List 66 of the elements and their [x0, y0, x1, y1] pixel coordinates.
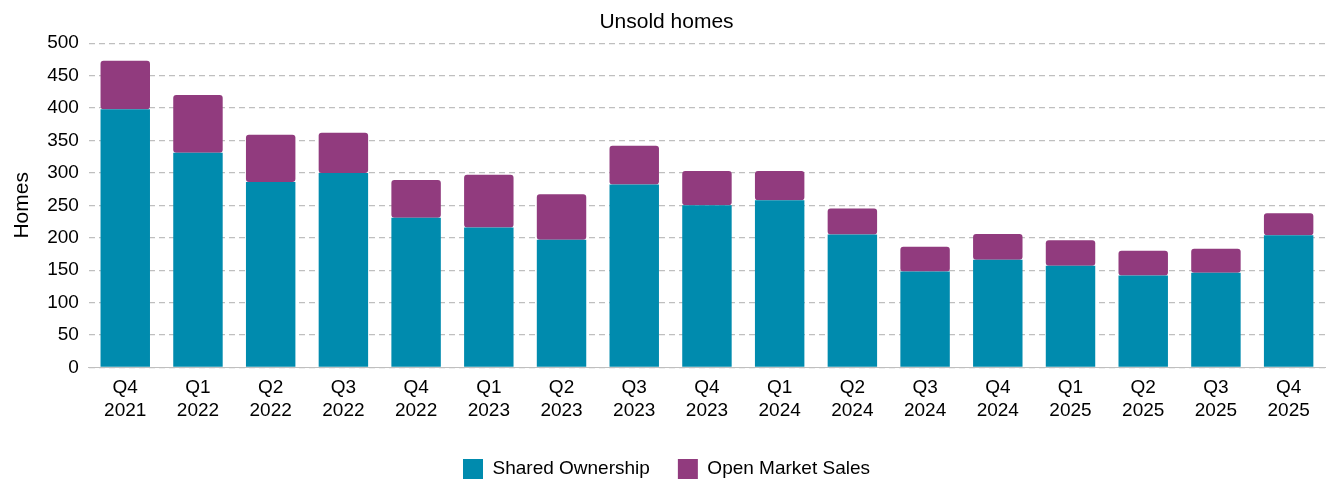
bar	[1263, 213, 1314, 236]
y-tick-label: 0	[68, 355, 79, 377]
x-tick-label: Q3 2025	[1194, 375, 1238, 421]
bar	[464, 174, 514, 228]
x-tick-label: Q2 2025	[1122, 375, 1165, 421]
bar	[1118, 250, 1168, 276]
legend-label: Shared Ownership	[492, 457, 650, 479]
y-axis-title: Homes	[9, 172, 33, 239]
bar	[900, 271, 950, 367]
bar	[100, 60, 150, 110]
bar	[464, 227, 514, 367]
bar	[536, 194, 587, 240]
bar	[900, 246, 950, 272]
bar	[682, 170, 732, 206]
bar	[245, 182, 296, 367]
bar	[609, 184, 659, 367]
bar	[609, 145, 659, 185]
bar	[318, 172, 369, 367]
bar	[1191, 272, 1241, 367]
y-tick-label: 450	[47, 63, 79, 85]
x-tick-label: Q4 2023	[685, 375, 729, 421]
x-tick-label: Q1 2025	[1049, 375, 1092, 421]
bar	[1118, 275, 1168, 367]
x-tick-label: Q2 2022	[249, 375, 292, 421]
x-tick-label: Q3 2022	[322, 375, 365, 421]
y-tick-label: 200	[47, 226, 79, 248]
bar	[173, 152, 223, 367]
y-tick-label: 50	[57, 323, 79, 345]
x-tick-label: Q4 2025	[1267, 375, 1310, 421]
x-tick-label: Q4 2022	[394, 375, 438, 421]
x-tick-label: Q3 2024	[903, 375, 947, 421]
y-tick-label: 300	[47, 161, 79, 183]
bar	[1191, 248, 1241, 273]
bar	[754, 170, 805, 201]
bar	[245, 134, 296, 182]
x-tick-label: Q4 2021	[104, 375, 147, 421]
x-tick-label: Q1 2024	[758, 375, 802, 421]
x-tick-label: Q2 2024	[831, 375, 874, 421]
bar	[1045, 240, 1096, 266]
x-tick-label: Q1 2022	[176, 375, 220, 421]
bar	[391, 217, 441, 367]
bar	[536, 239, 587, 367]
legend-label: Open Market Sales	[707, 457, 871, 479]
y-tick-label: 150	[47, 258, 79, 280]
x-tick-label: Q4 2024	[976, 375, 1020, 421]
bar	[318, 132, 369, 173]
x-tick-label: Q3 2023	[613, 375, 656, 421]
bar	[1045, 265, 1096, 367]
bar	[827, 234, 878, 367]
bar	[682, 205, 732, 367]
bar	[754, 200, 805, 367]
bar	[391, 180, 441, 218]
chart-title: Unsold homes	[599, 9, 734, 33]
y-tick-label: 400	[47, 96, 79, 118]
x-tick-label: Q2 2023	[540, 375, 583, 421]
y-tick-label: 500	[47, 31, 79, 53]
bar	[100, 109, 150, 367]
bar	[1263, 235, 1314, 367]
x-tick-label: Q1 2023	[467, 375, 510, 421]
y-tick-label: 250	[47, 193, 79, 215]
bar	[173, 95, 223, 153]
y-tick-label: 100	[47, 290, 79, 312]
bar	[973, 259, 1023, 367]
bar	[827, 208, 878, 235]
y-tick-label: 350	[47, 128, 79, 150]
bar	[973, 233, 1023, 260]
